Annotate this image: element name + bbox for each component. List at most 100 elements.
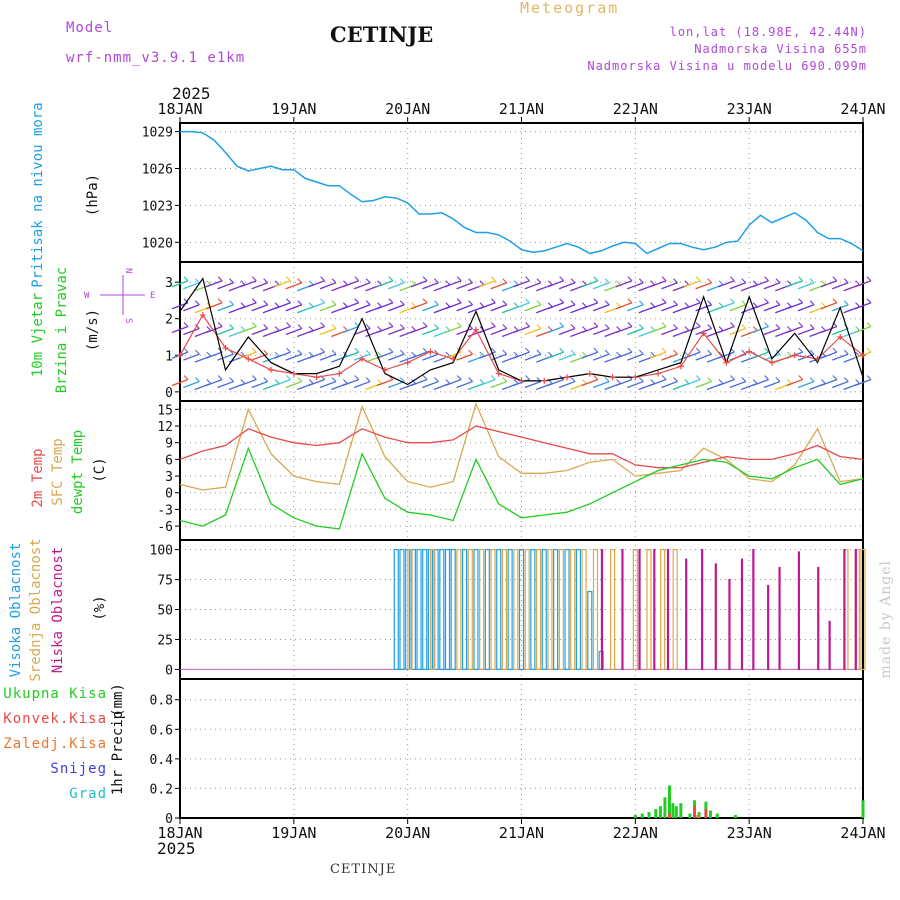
wind-barb xyxy=(513,280,530,288)
wind-barb-flag xyxy=(251,298,257,304)
wind-barb-flag xyxy=(456,298,462,304)
wind-barb-flag xyxy=(638,349,644,355)
wind-barb xyxy=(479,280,496,288)
wind-barb-flag xyxy=(798,298,804,304)
wind-barb-flag xyxy=(559,276,565,282)
wind-barb-flag xyxy=(718,326,724,331)
wind-barb xyxy=(763,304,781,312)
gust-marker xyxy=(700,330,707,337)
wind-barb xyxy=(649,378,667,387)
temp-ylabel-2: SFC Temp xyxy=(50,438,66,505)
legend-snow: Snijeg xyxy=(50,761,107,777)
ytick-label: 1026 xyxy=(142,163,173,178)
gust-marker xyxy=(177,352,183,359)
wind-barb-flag xyxy=(593,276,599,282)
wind-barb xyxy=(205,325,223,334)
wind-barb xyxy=(183,282,200,290)
wind-barb xyxy=(456,304,473,312)
compass-e: E xyxy=(150,291,155,301)
ytick-label: 25 xyxy=(157,633,173,648)
wind-barb xyxy=(456,353,473,361)
wind-barb-flag xyxy=(194,278,200,284)
total-precip-bar xyxy=(671,803,675,818)
wind-barb-flag xyxy=(320,276,325,282)
wind-barb-flag xyxy=(399,300,405,306)
wind-barb xyxy=(217,327,234,336)
wind-barb-flag xyxy=(399,278,405,284)
wind-barb xyxy=(820,325,838,334)
xtick-label-top: 22JAN xyxy=(613,100,658,118)
compass-s: S xyxy=(123,318,133,323)
wind-barb-flag xyxy=(650,379,656,384)
conv-precip-bar xyxy=(693,806,697,818)
wind-barb xyxy=(342,351,359,359)
xtick-label-top: 19JAN xyxy=(271,100,316,118)
wind-barb-flag xyxy=(809,278,815,284)
wind-barb-flag xyxy=(194,349,200,355)
wind-barb xyxy=(456,282,473,290)
wind-barb xyxy=(342,302,359,310)
wind-barb-flag xyxy=(798,276,804,282)
year-label-bottom: 2025 xyxy=(157,839,196,858)
wind-barb-flag xyxy=(320,322,325,327)
wind-barb-flag xyxy=(206,351,212,357)
wind-barb xyxy=(319,327,337,336)
wind-barb xyxy=(217,353,234,361)
wind-barb-flag xyxy=(411,351,417,357)
wind-barb-flag xyxy=(377,351,382,357)
wind-barb xyxy=(524,327,542,336)
wind-barb xyxy=(376,280,394,288)
cloud-ylabel-3: Niska Oblacnost xyxy=(50,547,66,673)
ytick-label: 1029 xyxy=(142,126,173,141)
wind-barb xyxy=(661,304,678,312)
wind-barb xyxy=(718,378,735,387)
legend-total-rain: Ukupna Kisa xyxy=(3,686,107,702)
xtick-label-top: 20JAN xyxy=(385,100,430,118)
high-cloud-bar xyxy=(439,548,445,671)
conv-precip-bar xyxy=(667,813,671,818)
wind-barb xyxy=(797,282,815,290)
wind-barb-flag xyxy=(456,375,462,380)
wind-barb xyxy=(513,351,530,359)
wind-barb xyxy=(353,304,371,312)
wind-barb xyxy=(615,378,633,387)
wind-barb-flag xyxy=(331,349,337,355)
low-cloud-bar xyxy=(740,558,744,671)
wind-barb xyxy=(547,325,564,334)
wind-barb-flag xyxy=(855,280,861,286)
wind-barb-flag xyxy=(786,351,792,357)
wind-barb xyxy=(490,327,507,336)
wind-barb-flag xyxy=(354,276,360,282)
xtick-label-bottom: 24JAN xyxy=(840,824,885,842)
wind-barb xyxy=(581,302,599,310)
wind-barb xyxy=(285,304,303,312)
wind-barb xyxy=(274,302,291,310)
wind-barb-flag xyxy=(786,280,792,286)
wind-barb-flag xyxy=(775,300,781,306)
wind-barb xyxy=(479,325,496,334)
wind-barb-flag xyxy=(570,377,576,382)
wind-barb-flag xyxy=(206,280,212,286)
wind-barb-flag xyxy=(604,300,610,306)
wind-barb-flag xyxy=(673,300,678,306)
gust-marker xyxy=(632,374,639,381)
wind-barb xyxy=(695,380,712,389)
wind-barb-flag xyxy=(718,280,724,286)
high-cloud-bar xyxy=(444,548,451,671)
wind-barb-flag xyxy=(627,276,633,282)
low-cloud-bar xyxy=(828,620,831,671)
wind-barb-flag xyxy=(490,347,496,353)
wind-barb xyxy=(308,302,325,310)
wind-barb-flag xyxy=(456,322,462,327)
wind-barb-flag xyxy=(183,298,189,304)
wind-barb-flag xyxy=(582,379,587,384)
wind-barb xyxy=(832,353,849,361)
wind-barb xyxy=(274,378,291,387)
wind-barb-flag xyxy=(832,276,838,282)
low-cloud-bar xyxy=(778,566,781,671)
gust-marker xyxy=(336,370,343,377)
wind-barb xyxy=(308,378,325,387)
wind-barb-flag xyxy=(388,347,394,353)
wind-barb xyxy=(183,327,200,336)
wind-barb-flag xyxy=(274,379,280,384)
